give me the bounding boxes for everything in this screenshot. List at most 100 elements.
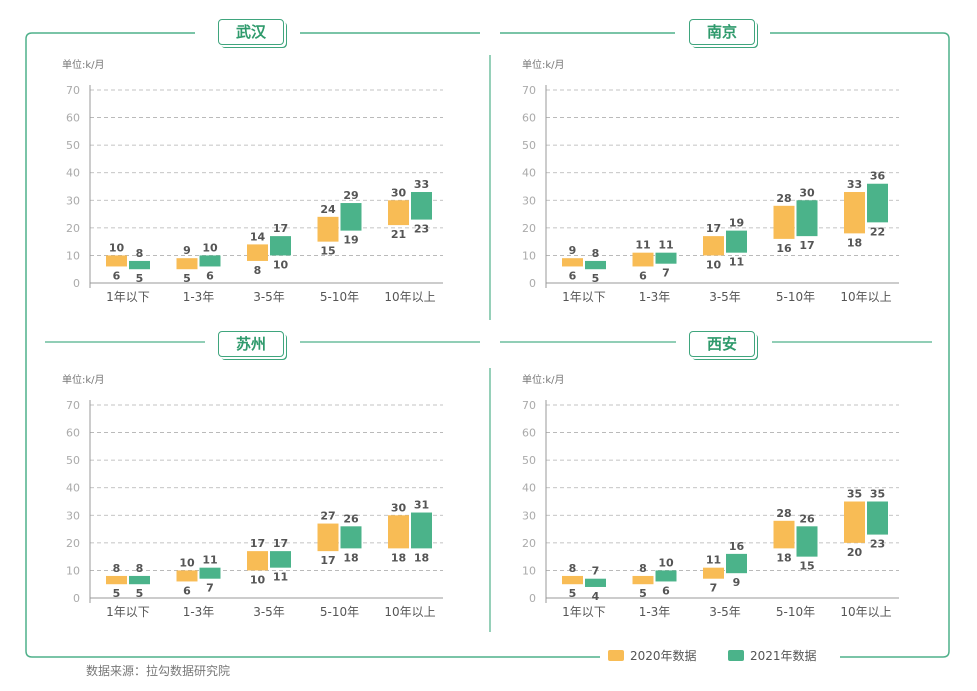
y-tick-label: 20 (66, 222, 80, 235)
data-label-low: 21 (391, 228, 406, 241)
bar-2021 (270, 236, 291, 256)
x-tick-label: 1年以下 (106, 605, 150, 619)
data-label-low: 5 (136, 587, 144, 600)
bar-2020 (176, 258, 198, 270)
y-tick-label: 30 (66, 194, 80, 207)
x-tick-label: 1年以下 (562, 605, 606, 619)
data-label-high: 10 (179, 556, 195, 569)
bar-2021 (796, 200, 818, 237)
y-tick-label: 30 (66, 509, 80, 522)
bar-2020 (773, 520, 795, 549)
data-label-low: 10 (706, 258, 722, 271)
y-tick-label: 30 (522, 194, 536, 207)
data-label-high: 19 (729, 217, 744, 230)
y-tick-label: 70 (66, 399, 80, 412)
data-label-low: 15 (799, 560, 814, 573)
data-label-low: 7 (662, 267, 670, 280)
x-tick-label: 3-5年 (253, 605, 285, 619)
data-label-low: 23 (870, 538, 885, 551)
data-label-high: 16 (729, 540, 745, 553)
y-tick-label: 10 (522, 564, 536, 577)
data-label-high: 14 (250, 230, 266, 243)
data-label-high: 8 (113, 562, 121, 575)
data-label-high: 36 (870, 170, 886, 183)
x-tick-label: 1-3年 (639, 605, 671, 619)
data-label-low: 18 (414, 551, 429, 564)
data-label-low: 18 (391, 551, 406, 564)
bar-2020 (773, 205, 795, 239)
x-tick-label: 10年以上 (840, 290, 891, 304)
data-label-low: 9 (733, 576, 741, 589)
bar-2021 (585, 260, 606, 270)
data-label-high: 10 (202, 241, 218, 254)
bar-2021 (411, 192, 432, 220)
panel-title-xian: 西安 (689, 331, 755, 357)
data-label-high: 30 (391, 501, 407, 514)
data-label-low: 6 (113, 269, 121, 282)
y-tick-label: 70 (522, 84, 536, 97)
y-tick-label: 60 (522, 112, 536, 125)
data-label-low: 5 (183, 272, 191, 285)
y-tick-label: 50 (66, 139, 80, 152)
x-tick-label: 3-5年 (253, 290, 285, 304)
data-label-high: 9 (569, 244, 577, 257)
data-label-high: 30 (391, 186, 407, 199)
data-label-low: 23 (414, 223, 429, 236)
data-label-low: 18 (776, 551, 791, 564)
y-tick-label: 0 (73, 592, 80, 605)
x-tick-label: 5-10年 (776, 605, 815, 619)
data-label-low: 19 (343, 234, 358, 247)
y-tick-label: 60 (522, 427, 536, 440)
data-label-high: 8 (592, 247, 600, 260)
data-label-low: 6 (183, 584, 191, 597)
data-label-low: 6 (206, 269, 214, 282)
y-tick-label: 30 (522, 509, 536, 522)
y-tick-label: 40 (66, 167, 80, 180)
bar-2021 (655, 570, 677, 582)
x-tick-label: 3-5年 (709, 605, 741, 619)
x-tick-label: 1年以下 (106, 290, 150, 304)
data-label-low: 5 (592, 272, 600, 285)
y-tick-label: 40 (522, 167, 536, 180)
data-label-low: 18 (847, 236, 862, 249)
y-tick-label: 60 (66, 112, 80, 125)
panel-title-nanjing: 南京 (689, 19, 755, 45)
data-label-low: 17 (799, 239, 814, 252)
bar-2021 (726, 230, 747, 253)
data-label-high: 11 (706, 554, 721, 567)
bar-2020 (844, 192, 865, 234)
bar-2021 (340, 526, 362, 549)
bar-2020 (176, 570, 198, 582)
data-label-low: 5 (136, 272, 144, 285)
bar-2021 (129, 575, 150, 585)
data-label-low: 22 (870, 225, 885, 238)
frame-right (770, 32, 950, 658)
bar-2020 (562, 258, 583, 267)
bar-2020 (106, 575, 127, 585)
bar-2021 (340, 203, 362, 231)
data-label-high: 28 (776, 192, 791, 205)
data-label-low: 11 (729, 256, 744, 269)
x-tick-label: 5-10年 (320, 290, 359, 304)
x-tick-label: 10年以上 (384, 605, 435, 619)
x-tick-label: 1-3年 (183, 605, 215, 619)
data-label-low: 11 (273, 571, 288, 584)
data-label-low: 5 (639, 587, 647, 600)
data-label-low: 15 (320, 245, 335, 258)
y-tick-label: 40 (66, 482, 80, 495)
data-label-low: 6 (569, 269, 577, 282)
bar-2021 (199, 567, 221, 579)
x-tick-label: 1年以下 (562, 290, 606, 304)
data-label-high: 8 (639, 562, 647, 575)
data-label-low: 5 (113, 587, 121, 600)
x-tick-label: 3-5年 (709, 290, 741, 304)
bar-2020 (317, 523, 339, 552)
data-label-high: 28 (776, 507, 791, 520)
unit-label-suzhou: 单位:k/月 (62, 375, 105, 386)
data-label-low: 8 (254, 264, 262, 277)
data-label-low: 18 (343, 551, 358, 564)
data-label-high: 31 (414, 499, 429, 512)
data-label-high: 30 (799, 186, 815, 199)
data-label-low: 7 (206, 582, 214, 595)
